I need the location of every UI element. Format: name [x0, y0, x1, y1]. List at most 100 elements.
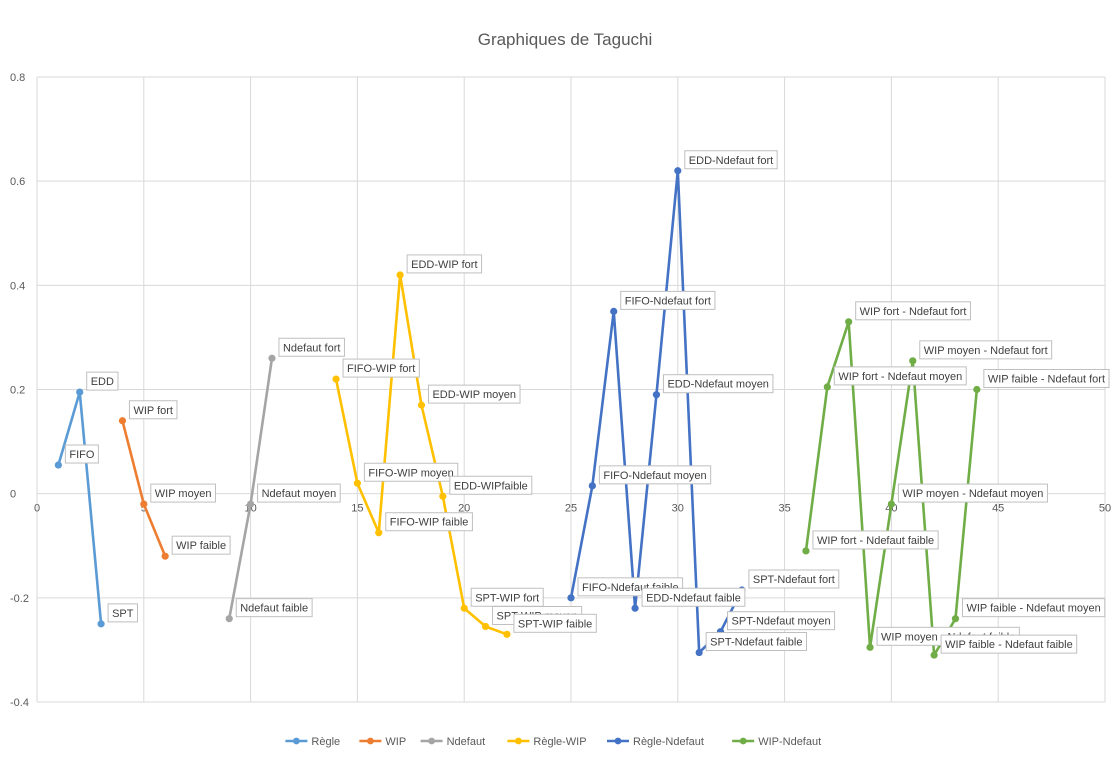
chart-title: Graphiques de Taguchi [478, 30, 653, 49]
point-label-box [684, 150, 778, 170]
data-point[interactable] [973, 385, 981, 394]
data-point[interactable] [930, 651, 938, 659]
point-label-box [897, 483, 1048, 503]
data-point[interactable] [417, 401, 426, 409]
data-point[interactable] [118, 417, 127, 425]
x-tick-label: 30 [672, 503, 684, 515]
point-label-box [385, 512, 473, 532]
data-point[interactable] [695, 648, 703, 657]
axis-tick-labels: -0.4-0.200.20.40.60.80 5 10 15 20 25 30 35 40 45 5… [10, 72, 1111, 709]
series-line [57, 390, 103, 624]
legend-swatch-marker [428, 737, 435, 745]
data-point[interactable] [567, 594, 575, 602]
point-label: WIP moyen - Ndefaut fort [924, 345, 1048, 357]
point-label-box [983, 369, 1110, 388]
data-point[interactable] [610, 307, 618, 315]
data-point[interactable] [76, 388, 84, 396]
point-label-box [513, 613, 597, 633]
point-label-box [919, 340, 1053, 360]
point-label: Ndefaut faible [240, 603, 308, 615]
data-point[interactable] [332, 375, 340, 383]
point-label: FIFO-Ndefaut moyen [603, 470, 706, 482]
data-point[interactable] [140, 500, 148, 508]
point-label-box [86, 371, 119, 391]
point-label: SPT [112, 608, 134, 620]
legend-item[interactable]: WIP [359, 736, 406, 748]
data-point[interactable] [845, 318, 853, 326]
data-point[interactable] [375, 529, 383, 537]
point-label-box [641, 587, 746, 607]
point-label-box [107, 603, 138, 623]
point-label-box [727, 611, 836, 631]
series-line [334, 273, 508, 636]
legend-label: WIP [385, 736, 406, 748]
data-point[interactable] [161, 552, 169, 560]
legend-item[interactable]: Règle-WIP [507, 736, 587, 748]
legend-swatch-marker [293, 737, 300, 745]
data-point[interactable] [674, 167, 682, 175]
point-label: SPT-Ndefaut moyen [732, 616, 831, 628]
data-point[interactable] [909, 357, 917, 365]
point-label: EDD-Ndefaut faible [646, 592, 741, 604]
point-label: FIFO-WIP fort [347, 363, 415, 375]
data-point[interactable] [503, 630, 511, 638]
data-point[interactable] [268, 354, 276, 362]
point-label: EDD-WIPfaible [454, 480, 528, 492]
legend-item[interactable]: Règle [285, 736, 340, 748]
point-label-box [427, 384, 521, 404]
legend-item[interactable]: WIP-Ndefaut [732, 736, 821, 748]
legend-item[interactable]: Règle-Ndefaut [607, 736, 704, 748]
point-label: WIP faible [176, 540, 226, 552]
y-tick-label: 0.8 [10, 72, 25, 84]
point-label: WIP fort - Ndefaut fort [860, 306, 967, 318]
point-label-box [278, 337, 345, 357]
data-point[interactable] [802, 547, 810, 555]
data-point[interactable] [396, 271, 404, 279]
point-label: WIP fort - Ndefaut faible [817, 535, 934, 547]
point-label: WIP faible - Ndefaut moyen [966, 603, 1100, 615]
y-tick-label: 0.6 [10, 176, 25, 188]
data-point[interactable] [588, 482, 596, 490]
legend-label: Règle-Ndefaut [633, 736, 704, 748]
data-point[interactable] [54, 461, 62, 469]
legend-label: Ndefaut [447, 736, 486, 748]
data-point[interactable] [951, 615, 960, 623]
point-labels: FIFO EDD SPT WIP fort WIP moyen WIP faible Nde… [64, 150, 1110, 654]
data-point[interactable] [481, 622, 490, 631]
data-point[interactable] [460, 604, 468, 612]
data-point[interactable] [353, 479, 361, 487]
legend-swatch-marker [515, 737, 522, 745]
data-point[interactable] [225, 615, 233, 623]
data-point[interactable] [652, 391, 661, 399]
point-label-box [342, 358, 420, 378]
data-point[interactable] [439, 492, 447, 500]
point-label: SPT-Ndefaut faible [710, 637, 802, 649]
point-label: EDD-Ndefaut moyen [667, 379, 769, 391]
point-label: WIP moyen - Ndefaut moyen [902, 488, 1043, 500]
x-tick-label: 5 [141, 503, 147, 515]
point-label: SPT-WIP fort [475, 592, 539, 604]
data-point[interactable] [631, 604, 639, 612]
legend[interactable]: Règle WIP Ndefaut Règle-WIP Règle-Ndefaut WIP… [285, 736, 821, 748]
point-label: FIFO-WIP faible [390, 517, 469, 529]
y-tick-label: -0.2 [10, 593, 29, 605]
y-tick-label: 0.2 [10, 385, 25, 397]
data-point[interactable] [97, 620, 105, 628]
point-label: WIP moyen [155, 488, 212, 500]
legend-item[interactable]: Ndefaut [420, 736, 486, 748]
point-label-box [598, 465, 712, 485]
data-point[interactable] [866, 643, 874, 651]
data-point[interactable] [247, 500, 255, 508]
legend-label: WIP-Ndefaut [758, 736, 821, 748]
data-point[interactable] [823, 383, 831, 391]
point-label-box [257, 483, 341, 503]
point-label-box [961, 598, 1106, 618]
point-label: Ndefaut moyen [262, 488, 337, 500]
data-point[interactable] [887, 500, 896, 508]
y-tick-label: 0.4 [10, 280, 25, 292]
point-label-box [748, 569, 840, 589]
point-label-box [171, 535, 231, 555]
point-label-box [812, 530, 939, 550]
legend-swatch-marker [367, 737, 374, 745]
